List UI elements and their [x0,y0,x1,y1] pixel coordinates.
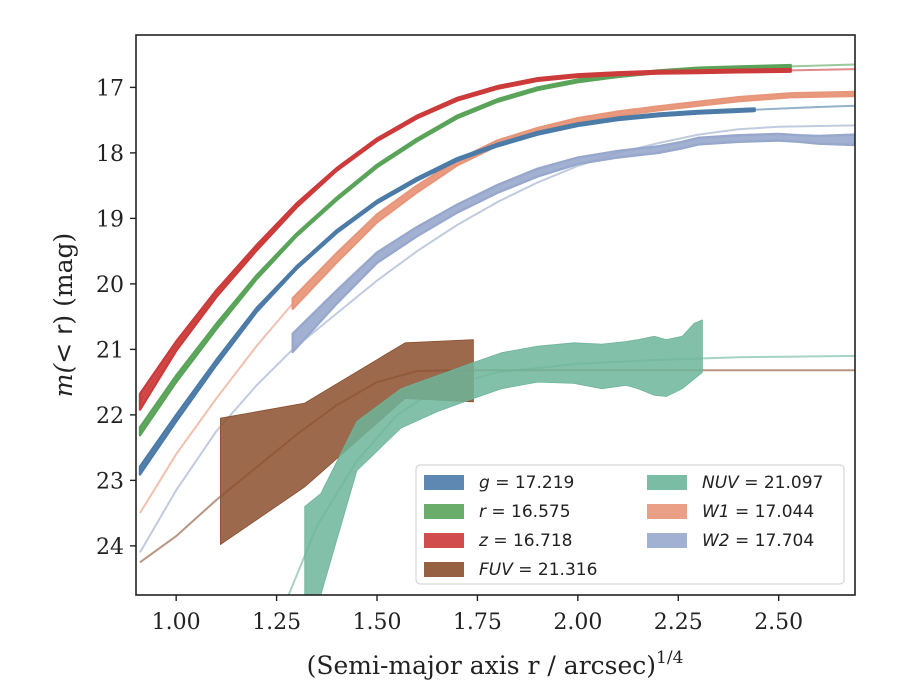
legend-swatch [647,475,687,490]
legend-swatch [647,504,687,519]
x-tick-label: 1.00 [152,610,201,635]
y-tick-label: 18 [96,142,124,167]
profile-band-w1 [291,90,855,310]
legend-label: FUV = 21.316 [479,560,597,580]
legend-swatch [424,533,464,548]
legend-item-w2: W2 = 17.704 [647,531,814,551]
legend-item-fuv: FUV = 21.316 [424,560,597,580]
profile-band-g [138,107,756,476]
legend-item-w1: W1 = 17.044 [647,502,814,522]
legend-item-nuv: NUV = 21.097 [647,473,823,493]
y-axis-label: m(< r) (mag) [49,233,78,397]
profile-band-z [138,67,792,411]
y-tick-label: 24 [96,535,124,560]
model-curve-w2 [139,124,855,553]
legend-swatch [424,562,464,577]
y-tick-label: 23 [96,469,124,494]
y-tick-label: 20 [96,273,124,298]
legend-label: W2 = 17.704 [702,531,814,551]
legend-item-r: r = 16.575 [424,502,571,522]
y-tick-label: 19 [96,207,124,232]
legend: g = 17.219 r = 16.575 z = 16.718 FUV = 21.3… [415,464,845,585]
profile-band-r [138,63,792,437]
plot-series [138,63,855,595]
x-tick-label: 2.50 [754,610,803,635]
y-tick-label: 17 [96,76,124,101]
x-axis-label: (Semi-major axis r / arcsec)1/4 [307,648,684,680]
legend-item-g: g = 17.219 [424,473,574,493]
profile-band-nuv [304,319,703,595]
plot-frame [135,34,856,596]
legend-label: z = 16.718 [478,531,572,551]
x-tick-label: 1.25 [252,610,301,635]
y-tick-label: 22 [96,404,124,429]
legend-label: W1 = 17.044 [702,502,814,522]
x-tick-label: 1.50 [353,610,402,635]
legend-item-z: z = 16.718 [424,531,572,551]
axis-ticks: 1.00 1.25 1.50 1.75 2.00 2.25 2.50 17 18 19 20 21 22… [96,76,803,635]
legend-label: r = 16.575 [479,502,571,522]
x-tick-label: 1.75 [453,610,502,635]
x-tick-label: 2.25 [654,610,703,635]
legend-frame [415,464,845,585]
legend-swatch [647,533,687,548]
legend-swatch [424,504,464,519]
legend-swatch [424,475,464,490]
profile-band-w2 [291,132,855,354]
x-tick-label: 2.00 [553,610,602,635]
legend-label: g = 17.219 [479,473,574,493]
y-tick-label: 21 [96,338,124,363]
legend-label: NUV = 21.097 [702,473,823,493]
